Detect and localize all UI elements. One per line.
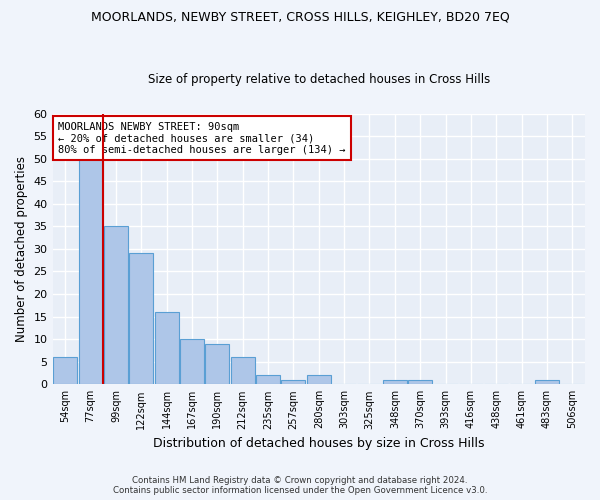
Bar bbox=[383, 380, 407, 384]
Text: MOORLANDS NEWBY STREET: 90sqm
← 20% of detached houses are smaller (34)
80% of s: MOORLANDS NEWBY STREET: 90sqm ← 20% of d… bbox=[58, 122, 346, 155]
Bar bbox=[535, 380, 559, 384]
Bar bbox=[155, 312, 179, 384]
Bar bbox=[129, 254, 154, 384]
Bar bbox=[408, 380, 432, 384]
Y-axis label: Number of detached properties: Number of detached properties bbox=[15, 156, 28, 342]
Bar bbox=[104, 226, 128, 384]
Bar bbox=[256, 376, 280, 384]
Bar bbox=[79, 158, 103, 384]
Bar bbox=[180, 339, 204, 384]
Bar bbox=[307, 376, 331, 384]
Bar bbox=[53, 357, 77, 384]
Bar bbox=[205, 344, 229, 384]
Bar bbox=[281, 380, 305, 384]
Title: Size of property relative to detached houses in Cross Hills: Size of property relative to detached ho… bbox=[148, 73, 490, 86]
Text: MOORLANDS, NEWBY STREET, CROSS HILLS, KEIGHLEY, BD20 7EQ: MOORLANDS, NEWBY STREET, CROSS HILLS, KE… bbox=[91, 10, 509, 23]
X-axis label: Distribution of detached houses by size in Cross Hills: Distribution of detached houses by size … bbox=[153, 437, 485, 450]
Bar bbox=[230, 357, 255, 384]
Text: Contains HM Land Registry data © Crown copyright and database right 2024.
Contai: Contains HM Land Registry data © Crown c… bbox=[113, 476, 487, 495]
